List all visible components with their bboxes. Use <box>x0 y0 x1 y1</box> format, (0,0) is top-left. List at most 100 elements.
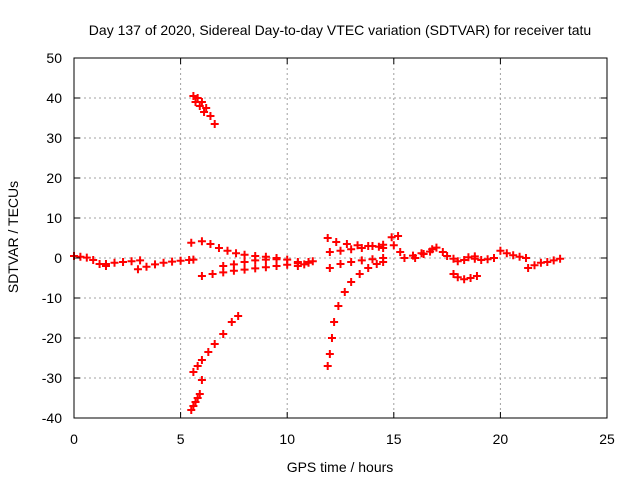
data-point <box>449 270 458 278</box>
data-point <box>204 348 213 356</box>
data-point <box>197 376 206 384</box>
data-point <box>347 258 356 266</box>
x-axis-label: GPS time / hours <box>287 459 394 475</box>
data-point <box>197 237 206 246</box>
data-point <box>210 340 219 348</box>
series-points-15h <box>387 232 405 256</box>
data-point <box>325 264 334 272</box>
plot-frame <box>73 57 608 419</box>
x-tick-label: 15 <box>386 431 402 447</box>
data-point <box>240 250 249 259</box>
x-tick-label: 25 <box>599 431 615 447</box>
x-tick-label: 10 <box>279 431 295 447</box>
y-tick-label: 10 <box>46 210 62 226</box>
data-point <box>283 260 292 269</box>
data-point <box>396 248 405 256</box>
gridlines <box>74 58 607 418</box>
data-point <box>195 102 204 110</box>
x-tick-label: 0 <box>70 431 78 447</box>
x-tick-label: 5 <box>177 431 185 447</box>
data-point <box>483 255 492 264</box>
data-point <box>195 390 204 398</box>
data-point <box>336 260 345 268</box>
data-point <box>472 272 481 280</box>
data-point <box>127 257 136 266</box>
series-isolated-points-6h <box>187 238 206 384</box>
data-point <box>515 252 524 261</box>
data-point <box>151 260 160 269</box>
data-point <box>353 241 362 250</box>
data-point <box>389 241 398 250</box>
series-upper-12h-2 <box>325 240 388 256</box>
y-tick-label: -40 <box>42 410 62 426</box>
data-point <box>432 243 441 252</box>
data-point <box>357 244 366 252</box>
data-point <box>251 264 260 273</box>
data-point <box>82 253 91 262</box>
series-segment-21h-22h <box>524 254 565 272</box>
data-point <box>428 245 437 254</box>
y-tick-label: 0 <box>54 250 62 266</box>
data-point <box>453 257 462 266</box>
y-axis-label: SDTVAR / TECUs <box>5 181 21 293</box>
data-point <box>142 262 151 271</box>
series-segment-19h <box>470 254 499 264</box>
y-tick-label: 40 <box>46 90 62 106</box>
data-point <box>336 246 345 255</box>
data-point <box>524 264 533 272</box>
data-point <box>332 238 341 246</box>
data-point <box>101 260 110 268</box>
data-point <box>502 249 511 258</box>
data-point <box>261 255 270 264</box>
series-mid-cluster <box>219 255 281 270</box>
x-tick-label: 20 <box>493 431 509 447</box>
data-point <box>368 242 377 250</box>
y-tick-label: 30 <box>46 130 62 146</box>
data-point <box>325 248 334 256</box>
data-point <box>261 263 270 272</box>
data-point <box>189 368 198 376</box>
y-tick-label: -20 <box>42 330 62 346</box>
data-point <box>355 270 364 278</box>
data-point <box>210 120 219 128</box>
series-low-arc <box>189 312 243 376</box>
data-point <box>509 251 518 260</box>
data-point <box>394 232 403 240</box>
data-point <box>347 245 356 254</box>
series-mid-lower <box>197 258 313 280</box>
data-point <box>119 258 128 266</box>
data-point <box>330 318 339 326</box>
y-tick-label: 20 <box>46 170 62 186</box>
data-point <box>206 240 215 248</box>
data-point <box>372 260 381 268</box>
data-point <box>159 258 168 267</box>
data-point <box>490 254 499 262</box>
data-point <box>89 256 98 264</box>
data-point <box>304 258 313 267</box>
data-point <box>443 252 452 260</box>
data-point <box>419 250 428 258</box>
data-point <box>379 240 388 249</box>
series-segment-early-3 <box>133 255 198 274</box>
data-point <box>229 260 238 269</box>
data-point <box>227 318 236 326</box>
data-point <box>453 273 462 282</box>
data-point <box>223 246 232 255</box>
data-point <box>323 234 332 242</box>
data-point <box>197 272 206 280</box>
data-point <box>340 288 349 296</box>
data-point <box>334 302 343 310</box>
data-point <box>187 238 196 247</box>
data-point <box>449 254 458 263</box>
data-point <box>293 262 302 270</box>
data-point <box>208 270 217 278</box>
data-point <box>191 98 200 106</box>
data-point <box>470 254 479 263</box>
data-point <box>411 254 420 262</box>
data-point <box>206 112 215 120</box>
data-point <box>234 312 243 320</box>
data-point <box>347 278 356 286</box>
data-point <box>200 108 209 116</box>
